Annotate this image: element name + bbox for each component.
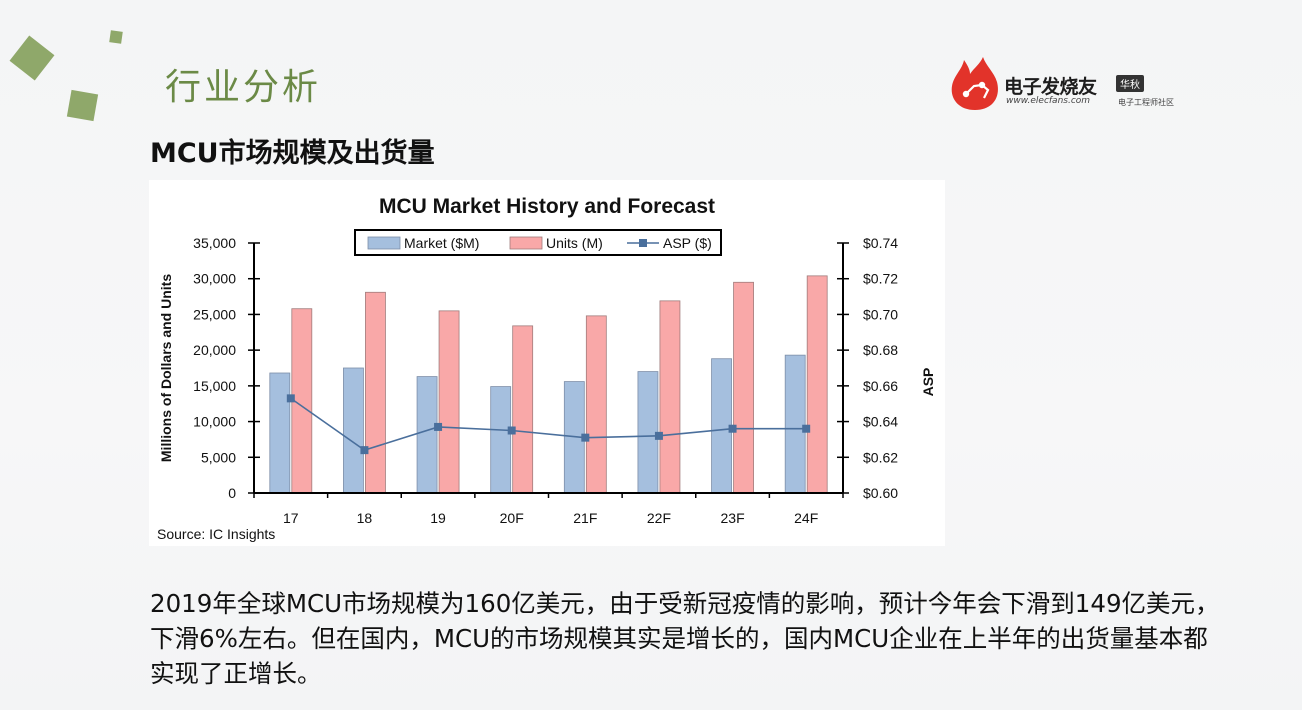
legend-label-units: Units (M) xyxy=(546,235,603,251)
logo-badge: 华秋 xyxy=(1116,75,1144,92)
mcu-market-chart: MCU Market History and Forecast Market ($… xyxy=(157,195,936,542)
logo-tagline: 电子工程师社区 xyxy=(1118,98,1174,107)
legend-label-market: Market ($M) xyxy=(404,235,479,251)
legend-marker-asp xyxy=(639,239,647,247)
page-title: 行业分析 xyxy=(165,67,322,108)
flame-logo-icon xyxy=(951,57,998,110)
x-tick-label: 23F xyxy=(721,510,745,526)
bar-market xyxy=(269,372,291,494)
body-text: 2019年全球MCU市场规模为160亿美元，由于受新冠疫情的影响，预计今年会下滑… xyxy=(150,586,1290,691)
bar-market xyxy=(784,354,806,494)
legend-swatch-market xyxy=(367,236,401,250)
bar-units xyxy=(733,281,754,494)
bar-market xyxy=(490,386,512,494)
x-tick-label: 17 xyxy=(283,510,299,526)
asp-point xyxy=(728,424,737,433)
chart-panel: MCU Market History and Forecast Market ($… xyxy=(149,180,945,546)
y-tick-label-right: $0.70 xyxy=(863,306,898,322)
y-tick-label-left: 25,000 xyxy=(193,306,236,322)
y-axis-title-left: Millions of Dollars and Units xyxy=(158,274,174,462)
asp-point xyxy=(581,433,590,442)
section-title: MCU市场规模及出货量 xyxy=(150,138,435,169)
x-tick-label: 19 xyxy=(430,510,446,526)
decor-square-medium xyxy=(66,89,99,122)
bar-units xyxy=(512,325,534,494)
bar-units xyxy=(659,300,681,494)
chart-source: Source: IC Insights xyxy=(157,526,275,542)
y-tick-label-left: 30,000 xyxy=(193,271,236,287)
y-tick-label-left: 35,000 xyxy=(193,235,236,251)
y-tick-label-right: $0.62 xyxy=(863,449,898,465)
logo-url: www.elecfans.com xyxy=(1006,96,1091,106)
y-tick-label-right: $0.64 xyxy=(863,414,898,430)
legend-swatch-units xyxy=(509,236,543,250)
y-tick-label-right: $0.66 xyxy=(863,378,898,394)
body-line: 2019年全球MCU市场规模为160亿美元，由于受新冠疫情的影响，预计今年会下滑… xyxy=(150,589,1220,618)
asp-point xyxy=(507,426,516,435)
body-line: 下滑6%左右。但在国内，MCU的市场规模其实是增长的，国内MCU企业在上半年的出… xyxy=(150,624,1208,653)
bar-units xyxy=(585,315,607,494)
y-tick-label-left: 0 xyxy=(228,485,236,501)
decor-square-large xyxy=(9,35,55,81)
asp-point xyxy=(360,446,369,455)
y-tick-label-right: $0.60 xyxy=(863,485,898,501)
y-tick-label-left: 20,000 xyxy=(193,342,236,358)
logo-name: 电子发烧友 xyxy=(1004,76,1097,98)
asp-point xyxy=(286,394,295,403)
legend-label-asp: ASP ($) xyxy=(663,235,712,251)
y-axis-title-right: ASP xyxy=(920,368,936,397)
bar-units xyxy=(438,310,460,494)
x-tick-label: 24F xyxy=(794,510,818,526)
asp-point xyxy=(802,424,811,433)
bar-market xyxy=(416,376,438,494)
y-tick-label-right: $0.68 xyxy=(863,342,898,358)
asp-point xyxy=(654,431,663,440)
asp-point xyxy=(434,422,443,431)
y-tick-label-left: 15,000 xyxy=(193,378,236,394)
bar-market xyxy=(343,367,364,494)
y-tick-label-right: $0.74 xyxy=(863,235,898,251)
elecfans-logo: 电子发烧友 华秋 www.elecfans.com 电子工程师社区 xyxy=(950,56,1190,112)
bar-units xyxy=(806,275,828,494)
chart-title: MCU Market History and Forecast xyxy=(379,195,715,218)
x-tick-label: 18 xyxy=(357,510,373,526)
x-tick-label: 22F xyxy=(647,510,671,526)
y-tick-label-left: 5,000 xyxy=(201,449,236,465)
body-line: 实现了正增长。 xyxy=(150,659,322,688)
asp-line xyxy=(290,397,807,452)
y-tick-label-right: $0.72 xyxy=(863,271,898,287)
decor-square-small xyxy=(109,30,123,44)
x-tick-label: 21F xyxy=(573,510,597,526)
x-tick-label: 20F xyxy=(500,510,524,526)
y-tick-label-left: 10,000 xyxy=(193,414,236,430)
bar-units xyxy=(365,291,386,494)
